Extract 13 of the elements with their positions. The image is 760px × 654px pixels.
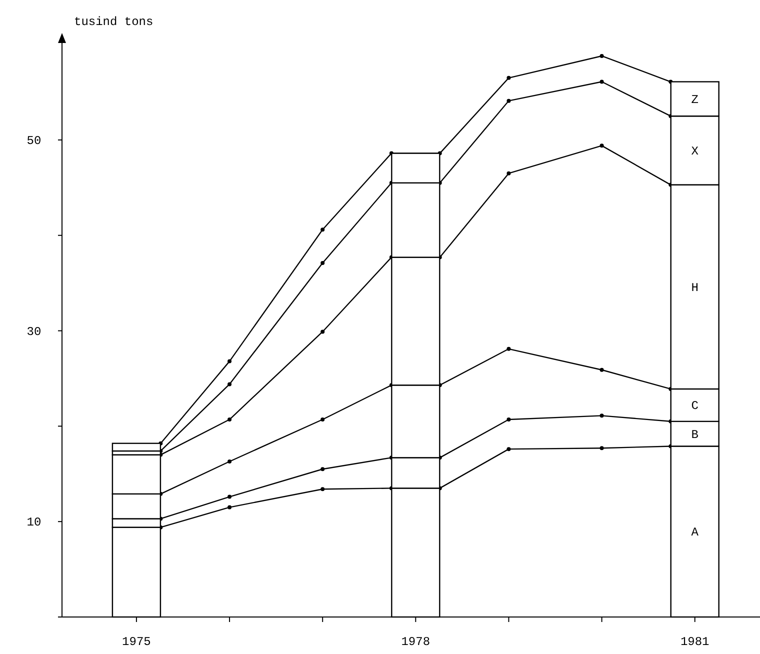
x-tick-label: 1975: [122, 635, 151, 649]
y-axis-title: tusind tons: [74, 15, 154, 29]
series-label: B: [691, 428, 698, 442]
series-label: A: [691, 526, 700, 540]
series-label: C: [691, 399, 698, 414]
x-tick-label: 1978: [401, 635, 430, 649]
series-label: X: [691, 144, 698, 158]
x-tick-label: 1981: [680, 635, 710, 649]
y-tick-label: 50: [26, 134, 42, 148]
series-label: Z: [691, 92, 698, 107]
y-tick-label: 10: [26, 516, 42, 530]
y-tick-label: 30: [26, 324, 42, 339]
series-label: H: [691, 280, 698, 295]
